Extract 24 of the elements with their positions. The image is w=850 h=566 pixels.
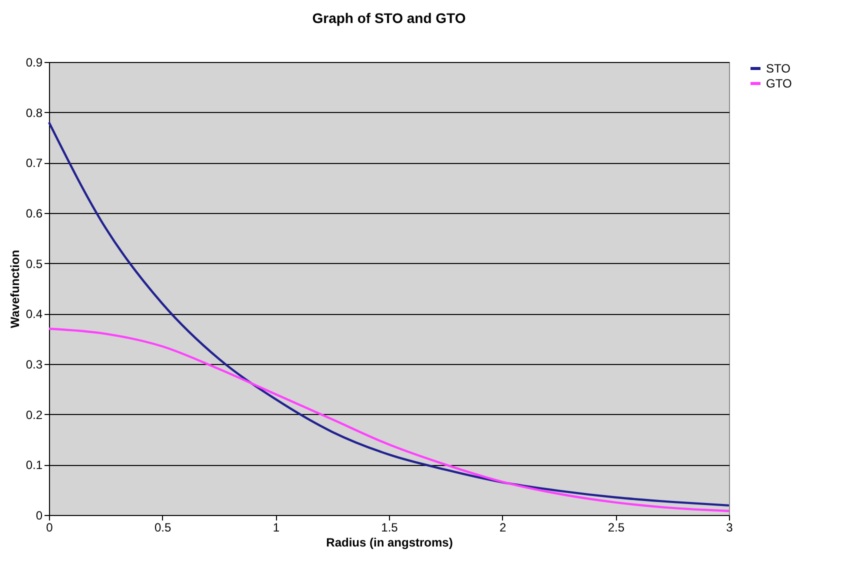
y-tick-label: 0.6 bbox=[26, 206, 43, 220]
legend-label: STO bbox=[766, 62, 790, 76]
x-tick-label: 1.5 bbox=[381, 520, 398, 534]
y-tick-label: 0.8 bbox=[26, 106, 43, 120]
y-tick-label: 0.1 bbox=[26, 458, 43, 472]
y-tick-label: 0.4 bbox=[26, 307, 43, 322]
legend-label: GTO bbox=[766, 76, 792, 90]
x-tick-label: 0.5 bbox=[154, 520, 172, 534]
line-series bbox=[48, 328, 730, 512]
y-tick-label: 0.2 bbox=[26, 408, 43, 422]
y-tick-label: 0.7 bbox=[26, 156, 43, 170]
x-tick-label: 1 bbox=[272, 520, 280, 534]
x-tick-label: 3 bbox=[726, 520, 734, 534]
x-tick-label: 0 bbox=[46, 520, 54, 534]
x-tick-label: 2 bbox=[499, 520, 506, 534]
y-tick-label: 0.3 bbox=[26, 358, 43, 372]
chart-title: Graph of STO and GTO bbox=[312, 10, 466, 26]
y-tick-label: 0.5 bbox=[26, 256, 43, 271]
y-axis-title: Wavefunction bbox=[8, 250, 22, 328]
x-tick-label: 2.5 bbox=[608, 520, 625, 534]
y-tick-label: 0.9 bbox=[26, 56, 43, 70]
line-series bbox=[48, 121, 730, 507]
x-axis-title: Radius (in angstroms) bbox=[326, 536, 453, 550]
y-tick-label: 0 bbox=[36, 508, 43, 522]
